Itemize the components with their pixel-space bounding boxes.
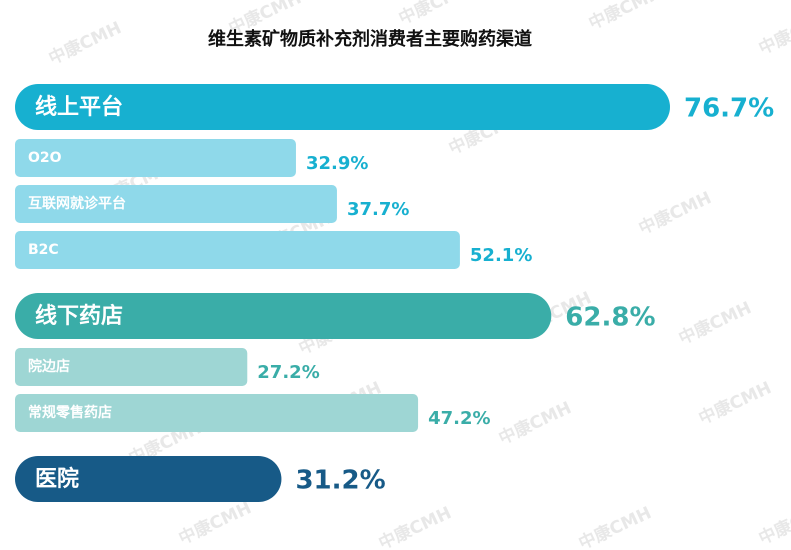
group-label: 线下药店 xyxy=(35,303,123,329)
group-bar xyxy=(15,84,670,130)
item-label: B2C xyxy=(28,242,59,258)
item-label: 院边店 xyxy=(28,358,70,375)
group-label: 线上平台 xyxy=(35,94,123,120)
group-label: 医院 xyxy=(35,466,79,492)
watermark: 中康CMH xyxy=(175,497,254,549)
item-bar xyxy=(15,394,419,432)
item-label: O2O xyxy=(28,150,62,166)
watermark: 中康CMH xyxy=(755,7,791,59)
group-value-label: 76.7% xyxy=(684,94,774,124)
watermark: 中康CMH xyxy=(635,187,714,239)
item-value-label: 32.9% xyxy=(306,153,368,174)
watermark: 中康CMH xyxy=(695,377,774,429)
group-bar xyxy=(15,293,552,339)
watermark: 中康CMH xyxy=(675,297,754,349)
item-value-label: 37.7% xyxy=(347,199,409,220)
watermark: 中康CMH xyxy=(375,502,454,550)
item-bar xyxy=(15,348,248,386)
watermark: 中康CMH xyxy=(495,397,574,449)
item-value-label: 47.2% xyxy=(428,408,490,429)
watermark: 中康CMH xyxy=(45,17,124,69)
group-bar xyxy=(15,456,282,502)
item-label: 互联网就诊平台 xyxy=(28,195,126,212)
item-label: 常规零售药店 xyxy=(28,404,112,421)
group-value-label: 31.2% xyxy=(295,466,385,496)
item-value-label: 52.1% xyxy=(470,245,532,266)
item-bar xyxy=(15,231,460,269)
watermark: 中康CMH xyxy=(585,0,664,34)
watermark: 中康CMH xyxy=(395,0,474,29)
watermark: 中康CMH xyxy=(755,497,791,549)
chart-title: 维生素矿物质补充剂消费者主要购药渠道 xyxy=(208,28,532,50)
item-value-label: 27.2% xyxy=(257,362,319,383)
item-bar xyxy=(15,185,337,223)
watermark: 中康CMH xyxy=(575,502,654,550)
item-bar xyxy=(15,139,296,177)
group-value-label: 62.8% xyxy=(565,303,655,333)
